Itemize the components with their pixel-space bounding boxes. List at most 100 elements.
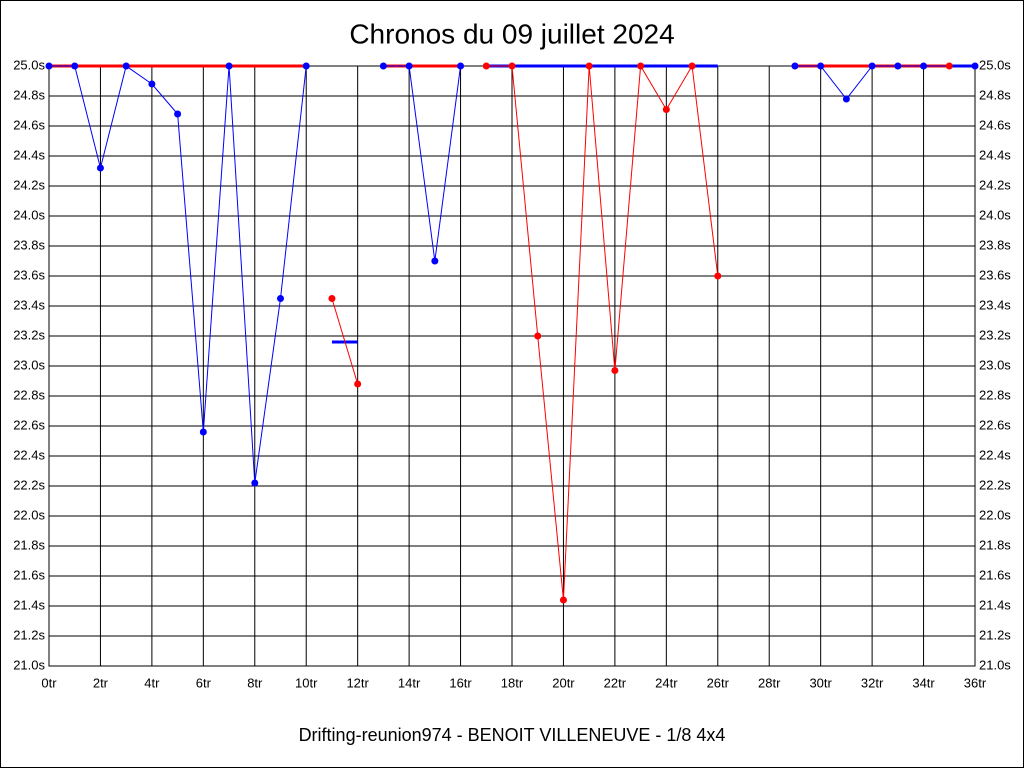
x-tick-label: 30tr [809,675,832,690]
x-tick-label: 36tr [964,675,987,690]
y-tick-label: 24.8s [13,87,45,102]
x-tick-label: 28tr [758,675,781,690]
x-tick-label: 26tr [707,675,730,690]
point [354,380,362,388]
point [559,596,567,604]
point [277,295,284,302]
x-tick-label: 12tr [346,675,369,690]
y-tick-label: 21.4s [13,597,45,612]
point [431,257,439,265]
y2-tick-label: 22.8s [979,387,1011,402]
y-tick-label: 24.4s [13,147,45,162]
point [945,62,953,70]
point [662,106,670,113]
y2-tick-label: 23.4s [979,297,1011,312]
y2-tick-label: 21.2s [979,627,1011,642]
point [251,479,259,487]
y2-tick-label: 24.4s [979,147,1011,162]
y-tick-label: 21.8s [13,537,45,552]
point [842,95,850,103]
point [122,62,130,70]
y-tick-label: 24.0s [13,207,45,222]
chart-subtitle: Drifting-reunion974 - BENOIT VILLENEUVE … [299,725,726,745]
point [894,62,902,70]
y-tick-label: 25.0s [13,57,45,72]
point [328,295,336,302]
y2-tick-label: 22.2s [979,477,1011,492]
y-tick-label: 21.6s [13,567,45,582]
y2-tick-label: 21.0s [979,657,1011,672]
x-tick-label: 14tr [398,675,421,690]
y2-tick-label: 22.0s [979,507,1011,522]
x-tick-label: 20tr [552,675,575,690]
chart-title: Chronos du 09 juillet 2024 [349,18,674,49]
x-tick-label: 10tr [295,675,318,690]
y-tick-label: 21.0s [13,657,45,672]
point [148,80,156,88]
y-tick-label: 22.0s [13,507,45,522]
y2-tick-label: 24.2s [979,177,1011,192]
y2-tick-label: 24.6s [979,117,1011,132]
y2-tick-label: 23.8s [979,237,1011,252]
point [920,62,928,70]
y-tick-label: 23.8s [13,237,45,252]
point [71,62,79,70]
point [508,62,516,70]
x-tick-label: 2tr [93,675,109,690]
y2-tick-label: 22.4s [979,447,1011,462]
point [611,367,619,374]
y2-tick-label: 24.0s [979,207,1011,222]
y2-tick-label: 21.4s [979,597,1011,612]
y-tick-label: 23.2s [13,327,45,342]
point [96,164,104,172]
point [971,62,979,70]
y2-tick-label: 24.8s [979,87,1011,102]
point [174,110,182,118]
y2-tick-label: 21.6s [979,567,1011,582]
point [45,62,53,70]
point [817,62,825,70]
point [482,62,490,70]
point [868,62,876,70]
y-tick-label: 23.4s [13,297,45,312]
y2-tick-label: 25.0s [979,57,1011,72]
y2-tick-label: 23.2s [979,327,1011,342]
x-tick-label: 22tr [604,675,627,690]
point [534,332,542,340]
x-tick-label: 6tr [196,675,212,690]
x-tick-label: 4tr [144,675,160,690]
y-tick-label: 22.4s [13,447,45,462]
y2-tick-label: 22.6s [979,417,1011,432]
point [302,62,310,70]
x-tick-label: 24tr [655,675,678,690]
point [199,428,207,436]
y-tick-label: 22.8s [13,387,45,402]
point [405,62,413,70]
x-tick-label: 8tr [247,675,263,690]
y-tick-label: 24.6s [13,117,45,132]
point [791,62,799,70]
point [585,62,593,70]
point [688,62,696,70]
y-tick-label: 23.6s [13,267,45,282]
y2-tick-label: 21.8s [979,537,1011,552]
x-tick-label: 0tr [41,675,57,690]
point [379,62,387,70]
point [714,272,722,280]
point [637,62,645,70]
x-tick-label: 18tr [501,675,524,690]
x-tick-label: 16tr [449,675,472,690]
y-tick-label: 22.6s [13,417,45,432]
y-tick-label: 21.2s [13,627,45,642]
x-tick-label: 32tr [861,675,884,690]
y-tick-label: 24.2s [13,177,45,192]
point [225,62,233,70]
x-tick-label: 34tr [912,675,935,690]
y2-tick-label: 23.0s [979,357,1011,372]
y-tick-label: 23.0s [13,357,45,372]
y-tick-label: 22.2s [13,477,45,492]
y2-tick-label: 23.6s [979,267,1011,282]
point [457,62,465,70]
